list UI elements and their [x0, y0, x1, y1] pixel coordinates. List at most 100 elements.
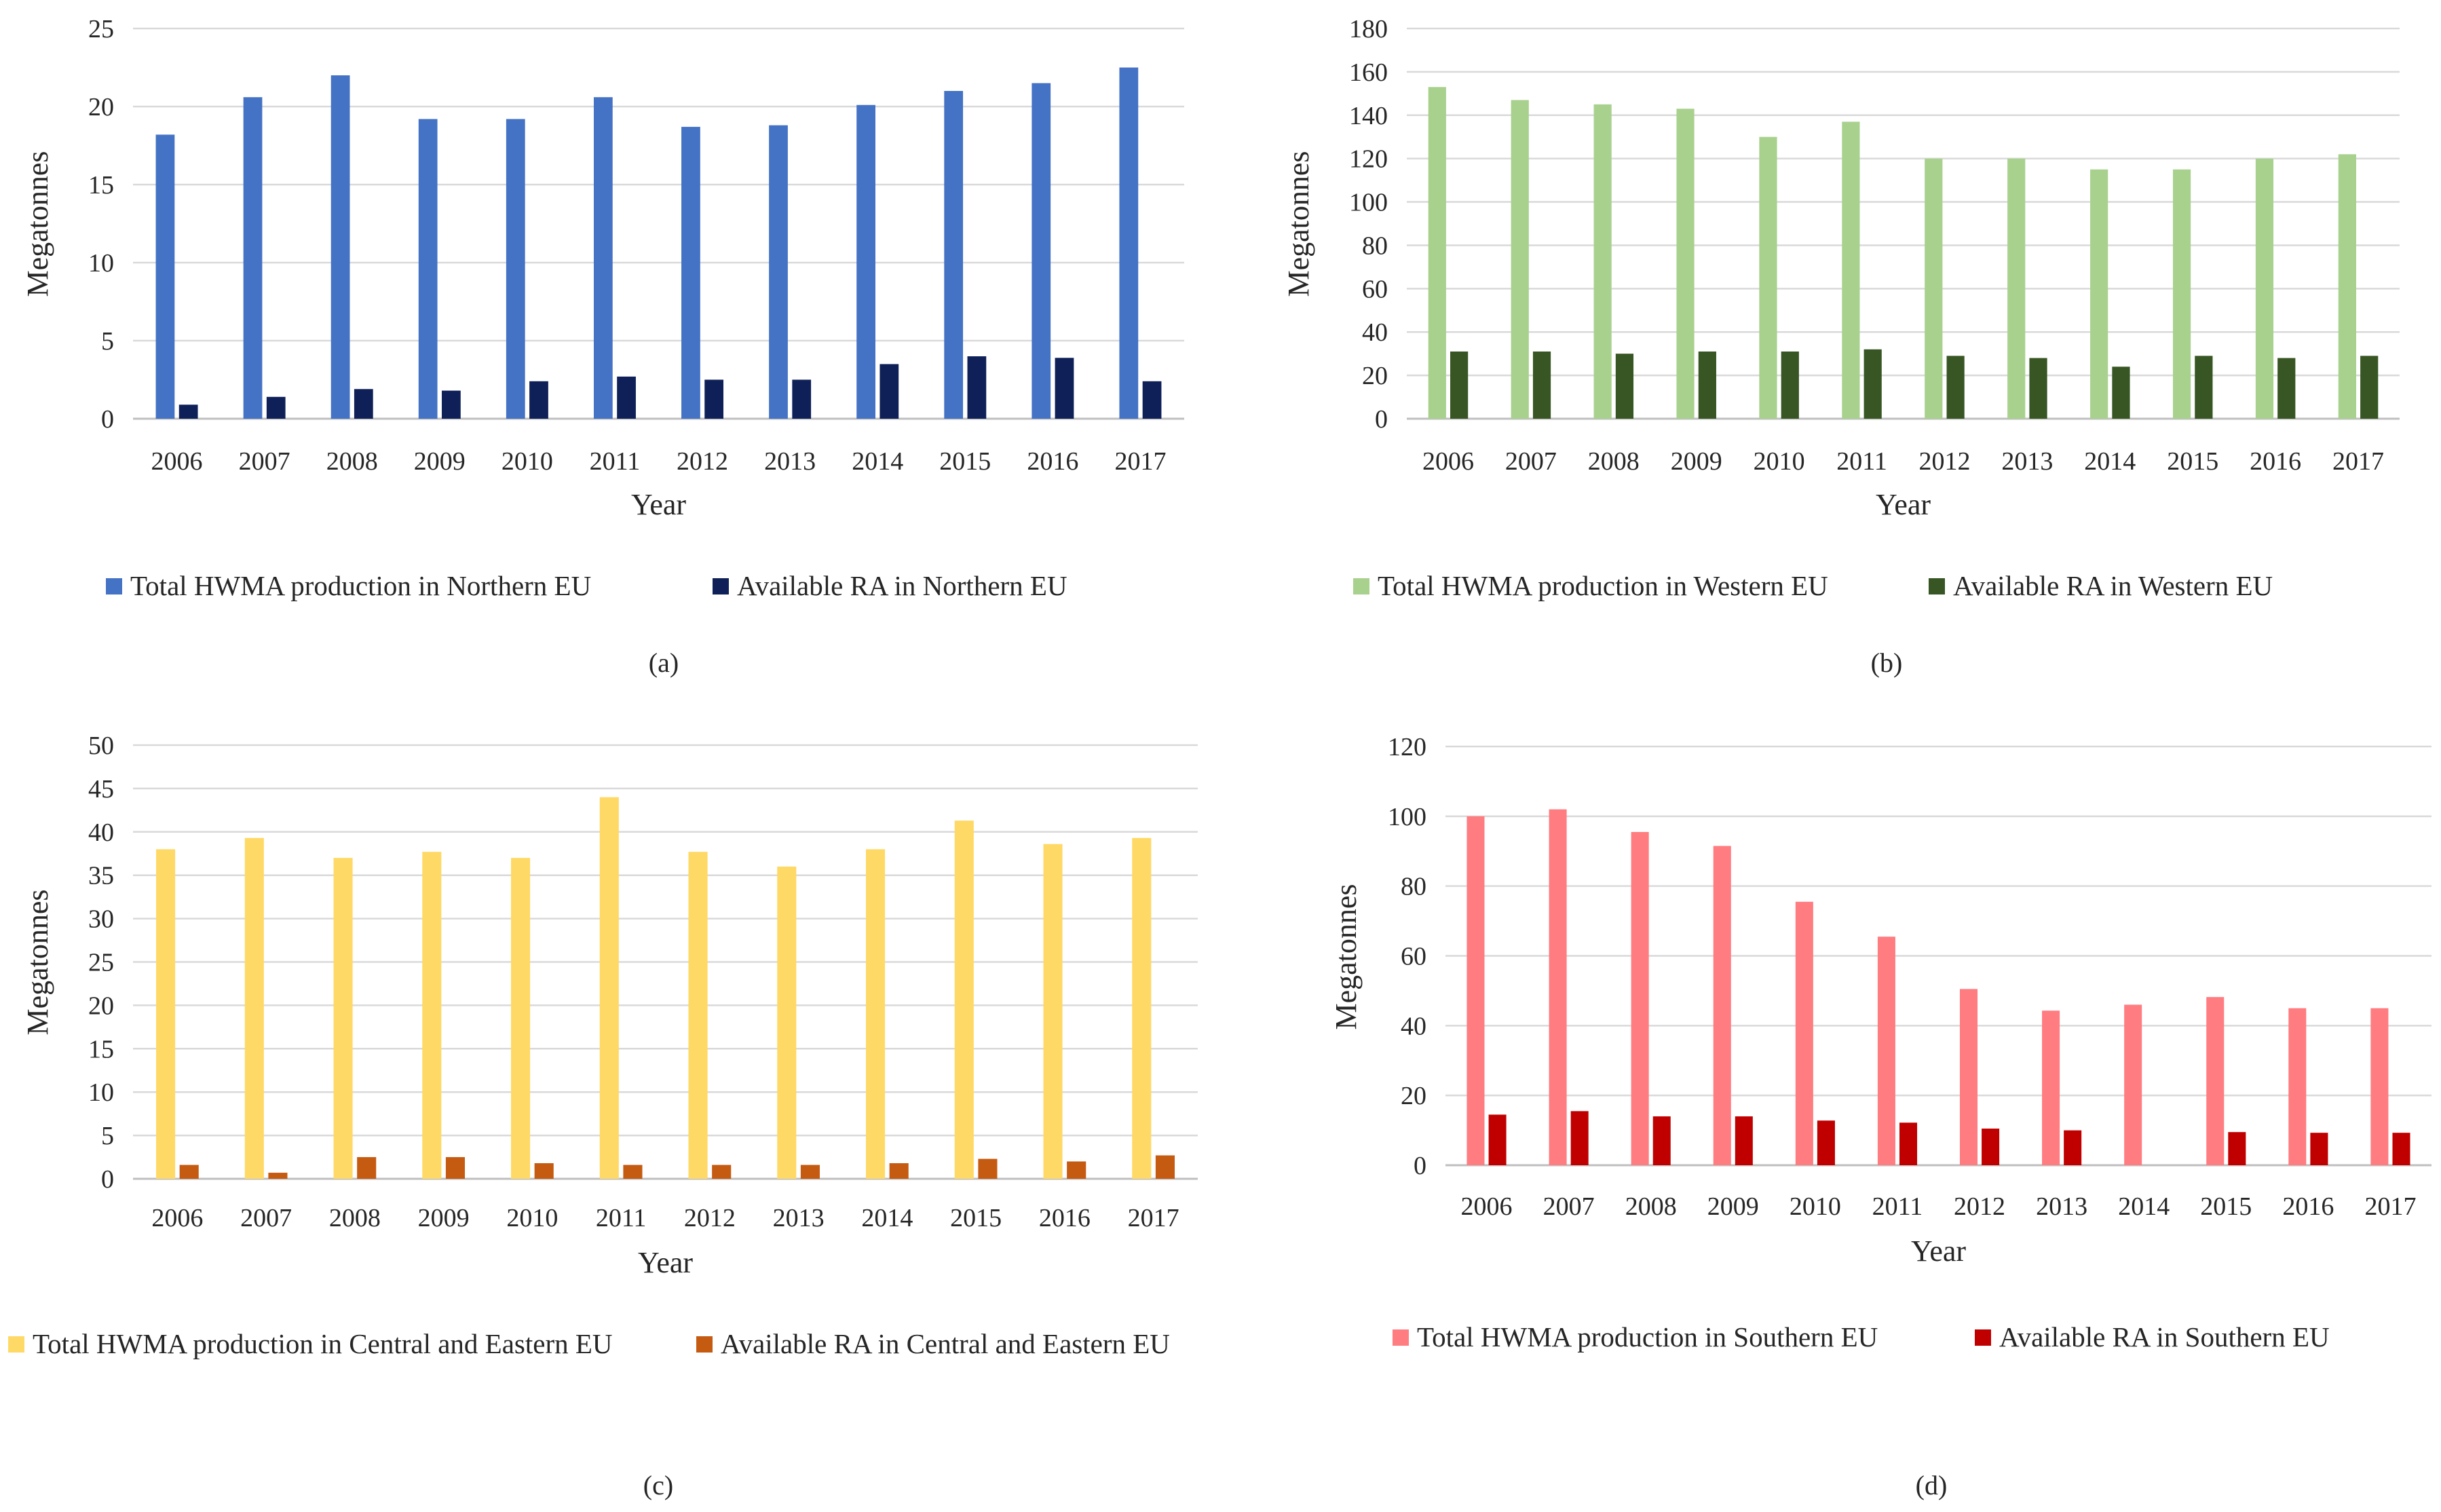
legend-label: Available RA in Southern EU [1999, 1321, 2330, 1353]
y-tick-label: 100 [1388, 803, 1426, 831]
bar-ra-2015 [2195, 356, 2213, 419]
y-tick-label: 120 [1349, 145, 1388, 174]
bar-total-2017 [2338, 154, 2356, 419]
y-tick-label: 0 [101, 1165, 114, 1194]
y-axis-title: Megatonnes [1329, 884, 1363, 1029]
legend-swatch [713, 578, 729, 594]
y-tick-label: 5 [101, 1122, 114, 1150]
series-total-hwma [1467, 809, 2389, 1165]
bar-total-2016 [2255, 158, 2274, 419]
gridlines [133, 744, 1198, 1180]
bar-total-2013 [2007, 158, 2026, 419]
bars [155, 797, 1175, 1179]
bar-ra-2014 [889, 1163, 909, 1179]
x-tick-label: 2010 [506, 1204, 558, 1232]
y-tick-label: 20 [88, 93, 114, 121]
y-tick-label: 10 [88, 1078, 114, 1107]
gridlines [1407, 27, 2400, 420]
legend-label: Available RA in Western EU [1953, 570, 2273, 601]
bar-ra-2006 [1450, 351, 1469, 419]
bar-total-2013 [777, 866, 797, 1179]
bar-ra-2017 [1142, 381, 1162, 419]
legend-swatch [696, 1336, 713, 1353]
y-axis-title: Megatonnes [21, 151, 54, 297]
x-tick-label: 2009 [1671, 447, 1722, 476]
x-tick-label: 2008 [1625, 1192, 1677, 1221]
legend-label: Total HWMA production in Western EU [1378, 570, 1828, 601]
x-axis-title: Year [1911, 1234, 1966, 1268]
bar-ra-2014 [879, 364, 899, 419]
legend-label: Total HWMA production in Central and Eas… [33, 1328, 613, 1359]
bar-ra-2012 [1982, 1129, 2000, 1165]
bar-ra-2008 [1652, 1116, 1671, 1165]
legend-label: Total HWMA production in Northern EU [130, 570, 591, 601]
x-tick-label: 2015 [939, 447, 991, 476]
x-tick-label: 2017 [1128, 1204, 1179, 1232]
bar-total-2014 [2090, 169, 2108, 419]
bar-total-2011 [1877, 937, 1895, 1165]
series-available-ra [1450, 349, 2379, 419]
bar-total-2010 [510, 858, 531, 1179]
x-tick-label: 2012 [677, 447, 728, 476]
y-tick-label: 40 [88, 818, 114, 847]
bar-ra-2009 [445, 1157, 466, 1179]
x-tick-label: 2010 [502, 447, 553, 476]
y-tick-label: 80 [1401, 873, 1426, 901]
bar-total-2011 [599, 797, 619, 1179]
y-tick-label: 180 [1349, 15, 1388, 43]
bar-total-2017 [2370, 1008, 2389, 1165]
x-tick-label: 2010 [1754, 447, 1805, 476]
bar-ra-2012 [712, 1165, 732, 1179]
bar-ra-2012 [1946, 356, 1965, 419]
x-tick-label: 2014 [852, 447, 903, 476]
series-available-ra [178, 356, 1162, 419]
bar-total-2009 [1676, 109, 1695, 419]
legend: Total HWMA production in Southern EU Avai… [1393, 1321, 2330, 1353]
legend-swatch [1929, 578, 1945, 594]
x-tick-label: 2009 [1707, 1192, 1759, 1221]
bar-ra-2008 [357, 1157, 377, 1179]
bars [1467, 809, 2410, 1165]
y-tick-label: 20 [1401, 1082, 1426, 1110]
bar-ra-2017 [1155, 1155, 1175, 1179]
y-tick-label: 20 [88, 991, 114, 1020]
panel-caption: (a) [649, 647, 679, 678]
y-tick-label: 25 [88, 949, 114, 977]
bar-total-2012 [681, 126, 700, 419]
legend-swatch [1975, 1329, 1991, 1346]
x-tick-label: 2011 [1836, 447, 1887, 476]
x-tick-label: 2013 [2036, 1192, 2087, 1221]
x-axis-title: Year [638, 1246, 693, 1279]
bar-ra-2012 [704, 379, 724, 419]
bars [1428, 87, 2379, 419]
bar-ra-2013 [800, 1165, 820, 1179]
chart-b-svg: 0 20 40 60 80 100 120 140 160 180 2006 2007 2008 2009… [1282, 15, 2400, 678]
bar-total-2012 [688, 852, 708, 1179]
x-tick-label: 2006 [151, 1204, 203, 1232]
y-tick-label: 40 [1401, 1012, 1426, 1040]
y-tick-label: 35 [88, 862, 114, 890]
x-tick-label: 2015 [2200, 1192, 2252, 1221]
y-tick-label: 5 [101, 327, 114, 356]
y-tick-label: 0 [101, 405, 114, 434]
x-axis: 2006 2007 2008 2009 2010 2011 2012 2013 2014 2015… [151, 447, 1167, 476]
x-tick-label: 2016 [1039, 1204, 1091, 1232]
bar-ra-2011 [617, 376, 636, 419]
bar-total-2015 [2206, 997, 2225, 1165]
y-tick-label: 0 [1414, 1152, 1426, 1180]
bar-total-2016 [1032, 83, 1051, 419]
y-axis: 0 5 10 15 20 25 [88, 15, 114, 434]
x-tick-label: 2009 [418, 1204, 470, 1232]
gridlines [133, 27, 1184, 420]
bar-total-2009 [1713, 846, 1731, 1165]
bar-ra-2010 [1817, 1120, 1835, 1165]
bar-total-2012 [1959, 989, 1978, 1165]
x-tick-label: 2007 [1505, 447, 1557, 476]
series-total-hwma [155, 797, 1152, 1179]
bar-ra-2010 [1781, 351, 1799, 419]
bar-ra-2016 [2310, 1133, 2328, 1165]
x-tick-label: 2006 [151, 447, 203, 476]
bar-total-2015 [954, 820, 974, 1179]
legend-label: Total HWMA production in Southern EU [1417, 1321, 1878, 1353]
